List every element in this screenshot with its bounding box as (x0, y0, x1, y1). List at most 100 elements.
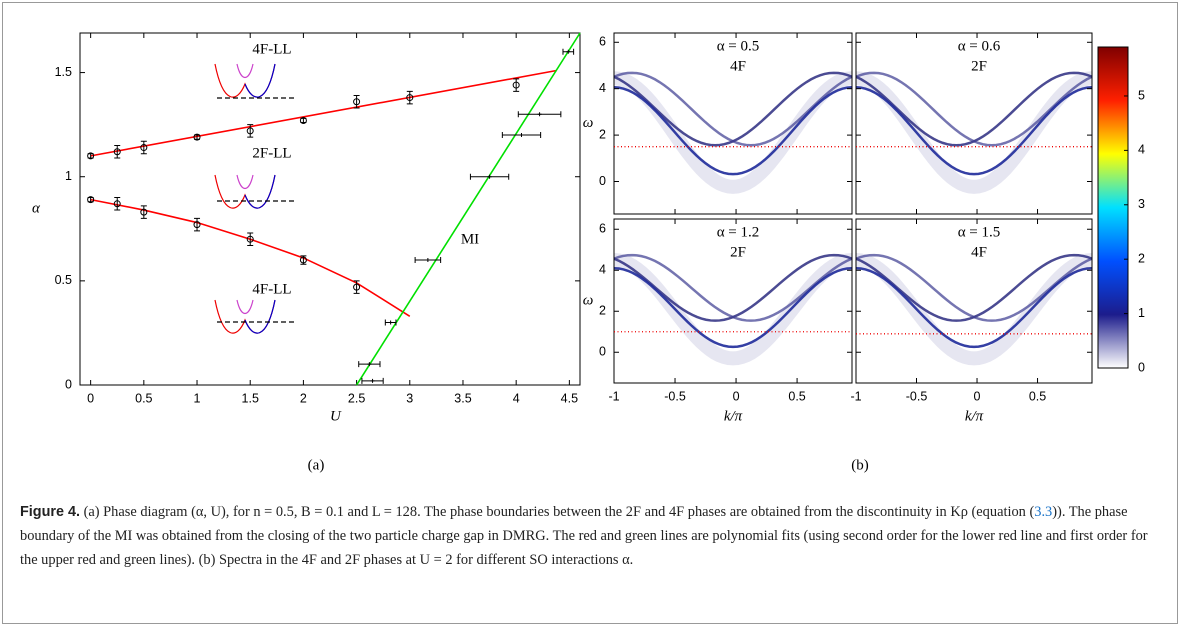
data-point (299, 256, 307, 264)
data-point (140, 208, 148, 216)
y-tick-label: 1.5 (55, 65, 72, 79)
error-bar (140, 205, 147, 219)
colorbar-tick-label: 4 (1138, 143, 1145, 157)
error-bar (194, 217, 201, 232)
y-tick-label: 0 (599, 174, 606, 188)
data-point (519, 133, 524, 138)
annotation: MI (461, 231, 479, 247)
x-tick-label: 4 (513, 391, 520, 405)
y-tick-label: 4 (599, 81, 606, 95)
data-point (566, 49, 571, 54)
fit-line (90, 69, 557, 157)
y-tick-label: 0 (65, 377, 72, 391)
y-tick-label: 0.5 (55, 273, 72, 287)
caption-label: Figure 4. (20, 504, 80, 520)
inset-band (236, 299, 254, 315)
x-axis-label: U (330, 408, 342, 424)
data-point (113, 200, 121, 208)
x-tick-label: 0.5 (1029, 389, 1046, 403)
error-bar (353, 94, 360, 109)
inset-band (236, 174, 254, 190)
equation-link[interactable]: 3.3 (1034, 504, 1053, 520)
data-point (537, 112, 542, 117)
spectrum (614, 252, 852, 366)
band (856, 253, 1092, 322)
y-tick-label: 2 (599, 127, 606, 141)
colorbar-tick-label: 5 (1138, 88, 1145, 102)
y-tick-label: 0 (599, 345, 606, 359)
x-axis-label: k/π (724, 408, 743, 424)
error-bar (353, 280, 360, 294)
error-bar (114, 197, 121, 211)
data-point (113, 148, 121, 156)
plot-area (613, 32, 853, 215)
plot-area (613, 218, 853, 384)
x-tick-label: -0.5 (664, 389, 686, 403)
panel-title: α = 1.5 (958, 224, 1001, 240)
inset-band (244, 174, 276, 209)
x-tick-label: 0 (87, 391, 94, 405)
x-tick-label: -1 (850, 389, 861, 403)
data-point (353, 283, 361, 291)
x-tick-label: 0 (733, 389, 740, 403)
colorbar-tick-label: 2 (1138, 251, 1145, 265)
y-axis-label: α (32, 200, 41, 216)
band (614, 252, 852, 366)
plot-area (855, 32, 1093, 215)
x-tick-label: -1 (608, 389, 619, 403)
error-bar (406, 90, 413, 105)
data-point (193, 221, 201, 229)
panel-title: 2F (971, 58, 987, 74)
inset-band (236, 63, 254, 79)
caption-text: )). The phase boundary of the MI was obt… (20, 504, 1148, 568)
caption-text: (a) Phase diagram (α, U), for n = 0.5, B… (79, 504, 1035, 520)
y-tick-label: 2 (599, 304, 606, 318)
x-tick-label: 2 (300, 391, 307, 405)
x-tick-label: 0.5 (788, 389, 805, 403)
data-point (367, 362, 372, 367)
band (614, 71, 852, 194)
colorbar-tick-label: 0 (1138, 360, 1145, 374)
inset-band (244, 63, 276, 98)
data-point (388, 320, 393, 325)
y-tick-label: 4 (599, 263, 606, 277)
y-tick-label: 6 (599, 222, 606, 236)
band (856, 71, 1092, 147)
band (614, 71, 852, 147)
spectrum (614, 71, 852, 194)
band (614, 86, 852, 176)
error-bar (247, 124, 254, 138)
band (856, 71, 1092, 194)
colorbar-tick-label: 1 (1138, 306, 1145, 320)
data-point (425, 258, 430, 263)
plot-area (855, 218, 1093, 384)
data-point (299, 116, 307, 124)
colorbar-tick-label: 3 (1138, 197, 1145, 211)
x-tick-label: 2.5 (348, 391, 365, 405)
band (856, 71, 1092, 147)
data-point (406, 94, 414, 102)
band (614, 253, 852, 322)
panel-label: (a) (308, 457, 325, 473)
y-tick-label: 6 (599, 35, 606, 49)
band (614, 253, 852, 322)
x-tick-label: 4.5 (561, 391, 578, 405)
band (856, 86, 1092, 176)
fit-line (355, 32, 581, 386)
spectrum (856, 71, 1092, 194)
x-tick-label: 1.5 (242, 391, 259, 405)
data-point (353, 98, 361, 106)
plot-area (79, 32, 581, 386)
inset (214, 174, 295, 209)
band (856, 266, 1092, 349)
colorbar (1097, 46, 1129, 369)
panel-title: α = 0.6 (958, 38, 1001, 54)
x-tick-label: -0.5 (906, 389, 928, 403)
x-axis-label: k/π (965, 408, 984, 424)
data-point (246, 127, 254, 135)
spectrum (856, 252, 1092, 366)
annotation: 4F-LL (252, 41, 291, 57)
inset-band (214, 63, 276, 98)
panel-title: 4F (971, 244, 987, 260)
